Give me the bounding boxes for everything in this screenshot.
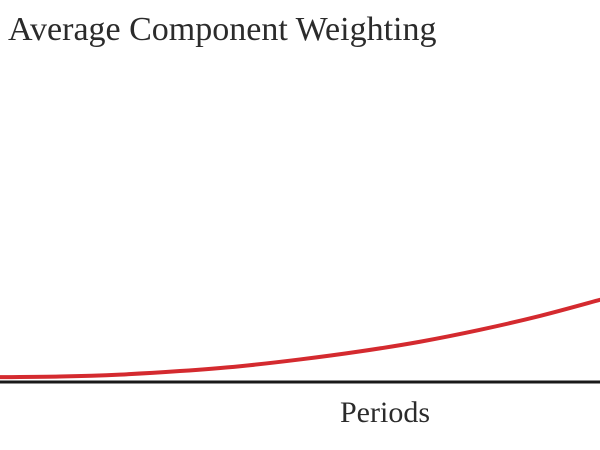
data-point-0-4 bbox=[238, 364, 242, 368]
chart-title: Average Component Weighting bbox=[8, 11, 436, 48]
series-line-0 bbox=[0, 297, 600, 380]
data-point-0-9 bbox=[538, 314, 542, 318]
data-point-0-2 bbox=[118, 373, 122, 377]
data-point-0-3 bbox=[178, 369, 182, 373]
plot-area bbox=[0, 297, 600, 380]
x-axis-label: Periods bbox=[340, 396, 430, 429]
data-point-0-8 bbox=[478, 328, 482, 332]
data-point-0-7 bbox=[418, 340, 422, 344]
data-point-0-6 bbox=[358, 349, 362, 353]
data-point-0-5 bbox=[298, 357, 302, 361]
data-point-0-1 bbox=[58, 375, 62, 379]
